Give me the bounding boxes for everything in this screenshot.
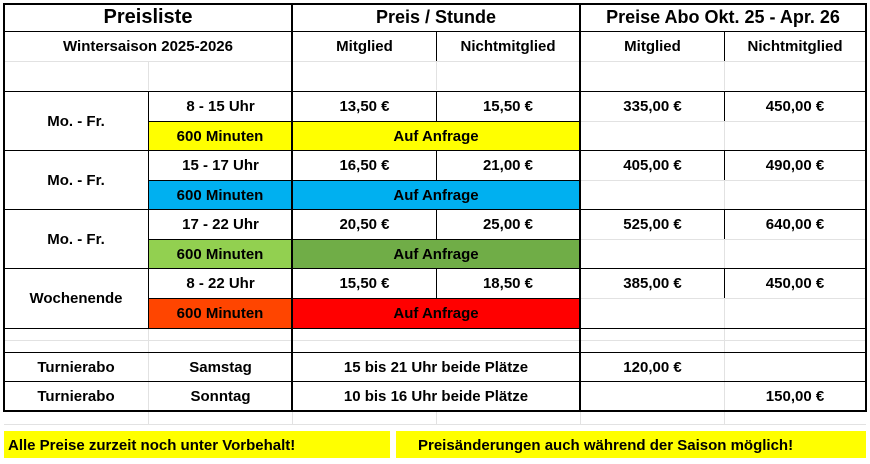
request-label: Auf Anfrage bbox=[393, 187, 479, 204]
request-cell-3: Auf Anfrage bbox=[292, 240, 580, 269]
member-header: Mitglied bbox=[336, 38, 393, 55]
abo-member: 405,00 € bbox=[623, 157, 682, 174]
minutes-cell-3: 600 Minuten bbox=[148, 240, 292, 269]
request-label: Auf Anfrage bbox=[393, 246, 479, 263]
abo-nonmember: 450,00 € bbox=[765, 98, 825, 115]
price-member: 13,50 € bbox=[339, 98, 390, 115]
abo-nonmember: 450,00 € bbox=[765, 275, 825, 292]
minutes-cell-1: 600 Minuten bbox=[148, 122, 292, 150]
day-label: Wochenende bbox=[29, 290, 123, 307]
tournament-day: Sonntag bbox=[190, 387, 251, 405]
abo-nonmember-header: Nichtmitglied bbox=[747, 38, 843, 55]
time-label: 17 - 22 Uhr bbox=[182, 216, 259, 233]
request-cell-4: Auf Anfrage bbox=[292, 299, 580, 328]
price-nonmember: 25,00 € bbox=[482, 216, 534, 233]
price-hour-header: Preis / Stunde bbox=[375, 7, 497, 27]
price-nonmember: 21,00 € bbox=[482, 157, 534, 174]
minutes-label: 600 Minuten bbox=[176, 305, 264, 322]
price-nonmember: 15,50 € bbox=[482, 98, 534, 115]
footer-note-right: Preisänderungen auch während der Saison … bbox=[418, 437, 794, 454]
tournament-name: Turnierabo bbox=[37, 358, 115, 376]
price-member: 16,50 € bbox=[339, 157, 390, 174]
abo-header: Preise Abo Okt. 25 - Apr. 26 bbox=[606, 7, 840, 27]
time-label: 8 - 15 Uhr bbox=[186, 98, 255, 115]
page-title: Preisliste bbox=[103, 6, 193, 28]
tournament-abo-member: 120,00 € bbox=[623, 358, 682, 376]
time-label: 15 - 17 Uhr bbox=[182, 157, 259, 174]
tournament-desc: 15 bis 21 Uhr beide Plätze bbox=[343, 358, 529, 376]
tournament-name: Turnierabo bbox=[37, 387, 115, 405]
abo-member-header: Mitglied bbox=[624, 38, 681, 55]
day-label: Mo. - Fr. bbox=[47, 230, 105, 248]
request-cell-1: Auf Anfrage bbox=[292, 122, 580, 150]
abo-member: 525,00 € bbox=[623, 216, 682, 233]
request-cell-2: Auf Anfrage bbox=[292, 181, 580, 210]
season-label: Wintersaison 2025-2026 bbox=[63, 38, 233, 55]
day-label: Mo. - Fr. bbox=[47, 112, 105, 130]
request-label: Auf Anfrage bbox=[393, 305, 479, 322]
tournament-abo-nonmember bbox=[725, 353, 865, 381]
minutes-cell-2: 600 Minuten bbox=[148, 181, 292, 210]
abo-nonmember: 490,00 € bbox=[765, 157, 825, 174]
footer-right-highlight bbox=[396, 431, 866, 458]
tournament-day: Samstag bbox=[189, 358, 252, 376]
price-member: 20,50 € bbox=[339, 216, 390, 233]
abo-member: 335,00 € bbox=[623, 98, 682, 115]
tournament-abo-member bbox=[581, 382, 724, 410]
price-nonmember: 18,50 € bbox=[482, 275, 534, 292]
nonmember-header: Nichtmitglied bbox=[460, 38, 556, 55]
day-label: Mo. - Fr. bbox=[47, 171, 105, 189]
time-label: 8 - 22 Uhr bbox=[186, 275, 255, 292]
request-label: Auf Anfrage bbox=[393, 127, 479, 145]
abo-member: 385,00 € bbox=[623, 275, 682, 292]
tournament-abo-nonmember: 150,00 € bbox=[765, 387, 825, 405]
footer-note-left: Alle Preise zurzeit noch unter Vorbehalt… bbox=[8, 437, 296, 454]
minutes-cell-4: 600 Minuten bbox=[148, 299, 292, 328]
tournament-desc: 10 bis 16 Uhr beide Plätze bbox=[343, 387, 529, 405]
minutes-label: 600 Minuten bbox=[176, 187, 264, 204]
footer-left-highlight bbox=[4, 431, 390, 458]
abo-nonmember: 640,00 € bbox=[765, 216, 825, 233]
minutes-label: 600 Minuten bbox=[176, 127, 264, 145]
price-member: 15,50 € bbox=[339, 275, 390, 292]
minutes-label: 600 Minuten bbox=[176, 246, 264, 263]
